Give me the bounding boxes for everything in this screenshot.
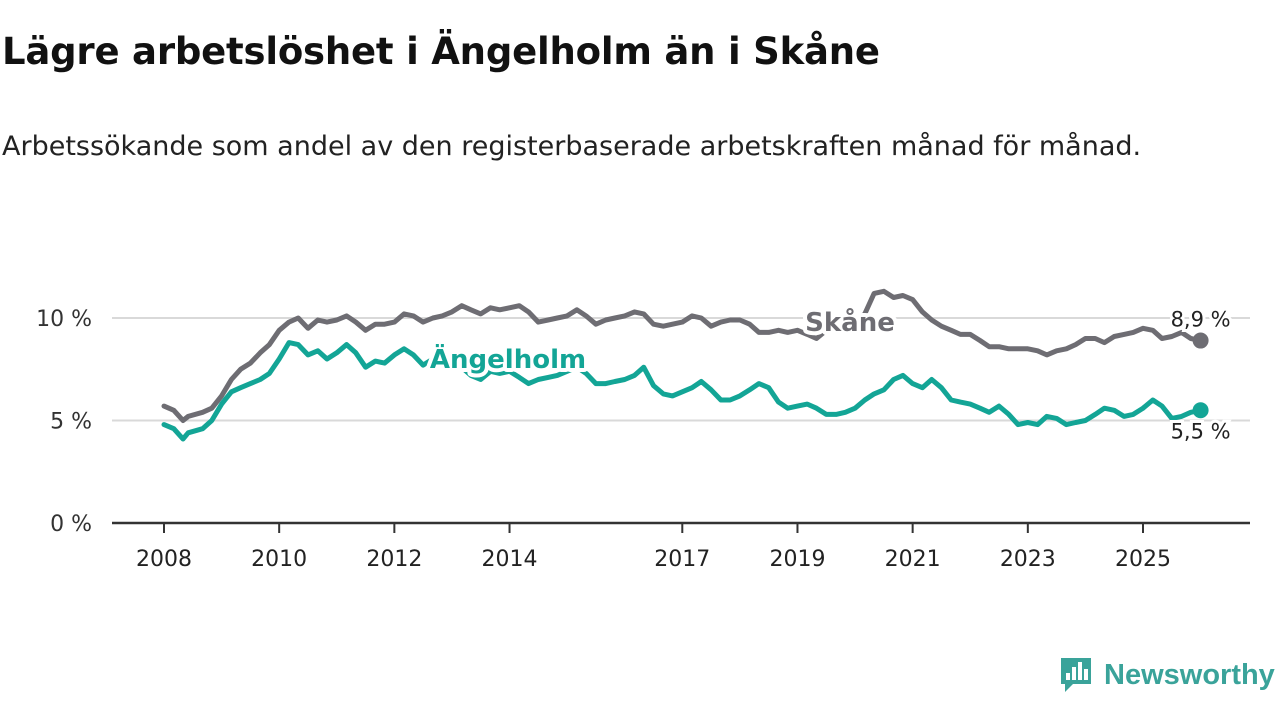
y-tick-label: 0 %	[50, 512, 92, 537]
y-tick-label: 5 %	[50, 410, 92, 435]
series-label-skane: Skåne	[805, 306, 895, 338]
y-tick-label: 10 %	[36, 307, 92, 332]
x-tick-label: 2010	[251, 547, 307, 572]
x-tick-label: 2012	[366, 547, 422, 572]
x-tick-label: 2021	[885, 547, 941, 572]
series-end-label: 8,9 %	[1171, 308, 1231, 332]
chart-subtitle: Arbetssökande som andel av den registerb…	[2, 131, 1142, 162]
brand-logo: Newsworthy	[1058, 654, 1275, 696]
x-tick-label: 2017	[654, 547, 710, 572]
brand-name: Newsworthy	[1104, 658, 1275, 691]
x-tick-label: 2025	[1115, 547, 1171, 572]
series-line-skane	[161, 288, 1204, 423]
series-end-label: 5,5 %	[1171, 419, 1231, 443]
x-tick-label: 2008	[136, 547, 192, 572]
series-line-angelholm	[161, 340, 1204, 442]
x-tick-label: 2023	[1000, 547, 1056, 572]
chart-title: Lägre arbetslöshet i Ängelholm än i Skån…	[2, 30, 880, 73]
series-label-angelholm: Ängelholm	[430, 343, 586, 375]
series-end-point	[1192, 402, 1209, 419]
x-tick-label: 2019	[769, 547, 825, 572]
newsworthy-icon	[1061, 658, 1091, 692]
x-tick-label: 2014	[482, 547, 538, 572]
series-end-point	[1192, 332, 1209, 349]
